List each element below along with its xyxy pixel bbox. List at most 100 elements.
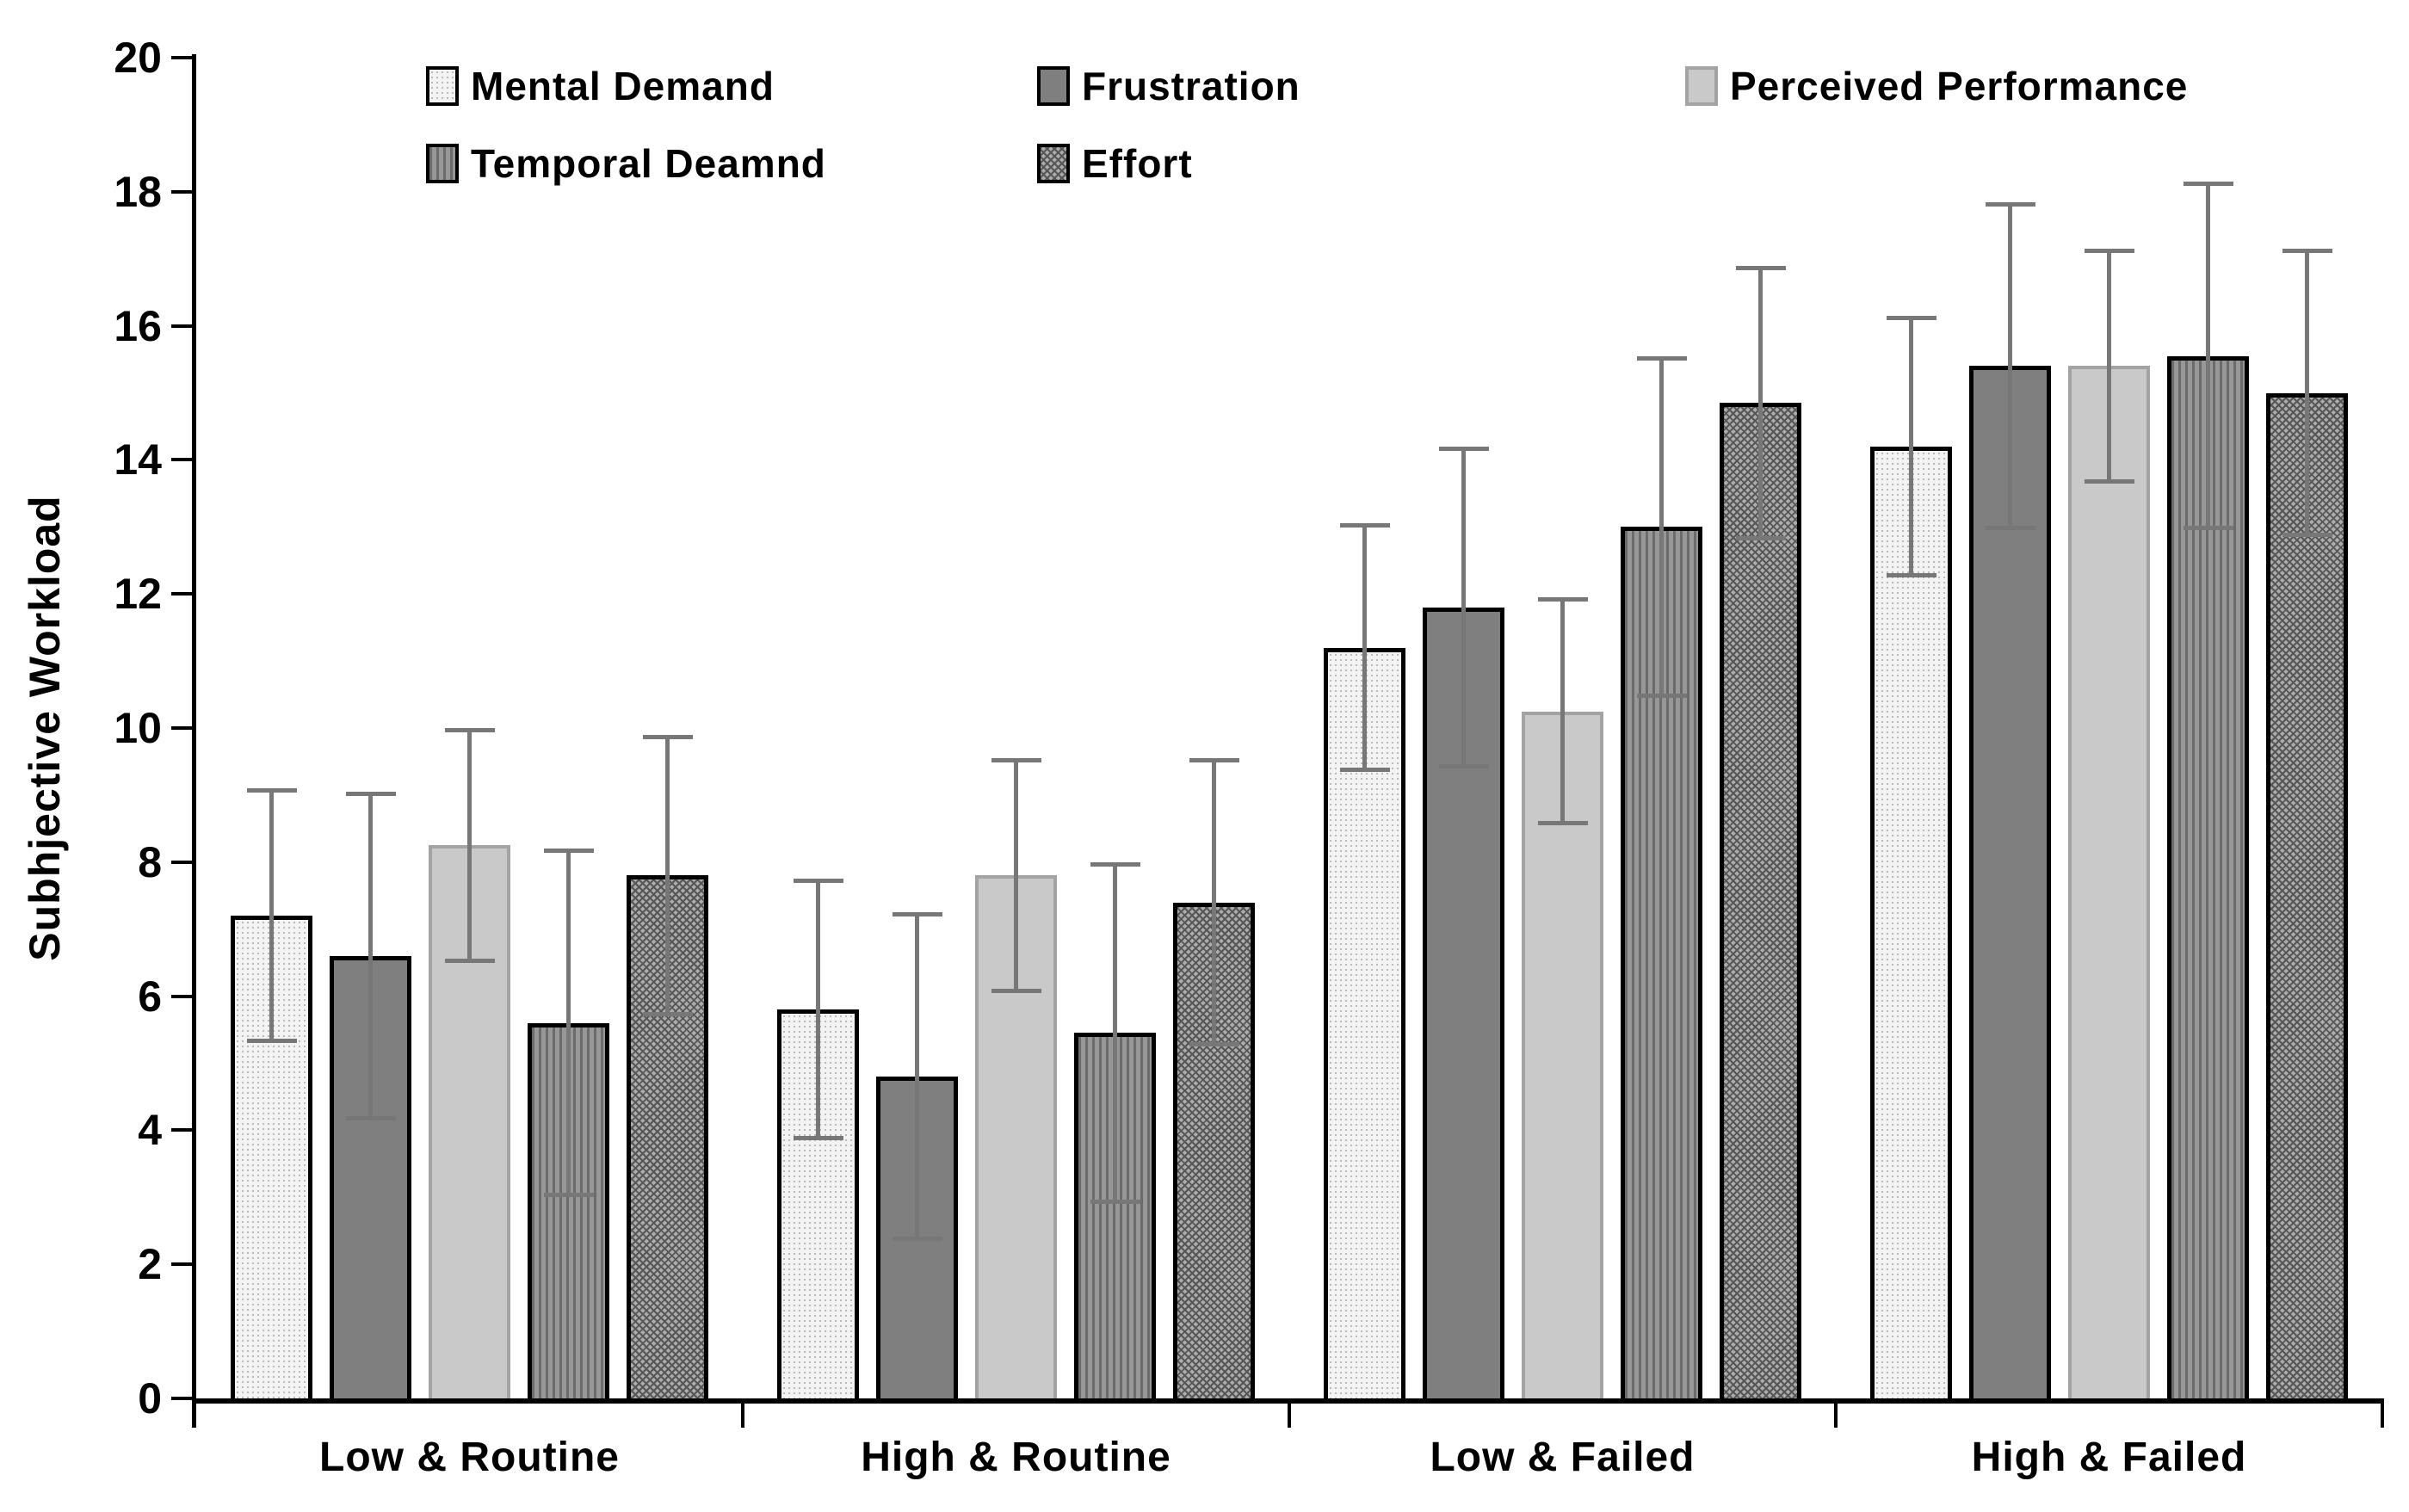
x-axis-tick — [1288, 1398, 1291, 1428]
y-tick-label: 8 — [138, 837, 162, 886]
error-bar-cap — [345, 792, 396, 797]
bar — [1720, 403, 1801, 1398]
error-bar — [642, 734, 693, 1016]
error-bar-stem — [2206, 182, 2210, 531]
legend-label: Frustration — [1082, 64, 1300, 108]
error-bar-cap — [1985, 201, 2035, 207]
error-bar-stem — [1362, 523, 1367, 772]
error-bar-cap — [2282, 249, 2332, 254]
y-axis-tick — [171, 189, 192, 194]
error-bar — [2282, 249, 2332, 537]
legend-swatch-icon — [1037, 144, 1070, 183]
error-bar — [892, 912, 942, 1241]
y-axis-tick — [171, 1262, 192, 1267]
error-bar-cap — [1886, 572, 1936, 577]
error-bar-stem — [1909, 315, 1913, 577]
y-tick-label: 18 — [114, 167, 162, 216]
y-axis-tick — [171, 458, 192, 462]
error-bar-cap — [1537, 820, 1588, 825]
y-tick-label: 2 — [138, 1240, 162, 1289]
error-bar — [543, 849, 594, 1198]
x-category-label: Low & Failed — [1430, 1435, 1696, 1480]
error-bar-cap — [2282, 533, 2332, 537]
error-bar-stem — [665, 734, 670, 1016]
error-bar-stem — [467, 728, 472, 963]
y-axis-tick — [171, 994, 192, 998]
bar — [2266, 392, 2348, 1398]
y-tick-label: 4 — [138, 1106, 162, 1155]
y-axis-tick — [171, 1397, 192, 1400]
bar — [231, 916, 312, 1398]
x-axis-tick — [1834, 1398, 1838, 1428]
x-category-label: High & Failed — [1971, 1435, 2247, 1480]
y-tick-label: 0 — [138, 1374, 162, 1423]
legend-item: Mental Demand — [426, 64, 775, 108]
error-bar — [345, 792, 396, 1120]
error-bar-cap — [2084, 478, 2134, 484]
error-bar-cap — [246, 1039, 297, 1044]
legend-swatch-icon — [1037, 66, 1070, 106]
y-tick-label: 12 — [114, 570, 162, 619]
error-bar-stem — [1461, 446, 1466, 768]
error-bar-cap — [642, 734, 693, 739]
bar — [627, 875, 708, 1398]
error-bar-cap — [1090, 1200, 1140, 1205]
error-bar-cap — [345, 1115, 396, 1120]
error-bar-cap — [1735, 535, 1786, 540]
error-bar — [2084, 249, 2134, 484]
x-category-label: Low & Routine — [319, 1435, 620, 1480]
legend-swatch-icon — [1685, 66, 1718, 106]
error-bar-cap — [1886, 315, 1936, 320]
error-bar-stem — [2008, 201, 2012, 531]
error-bar-stem — [1758, 265, 1763, 540]
error-bar-cap — [1189, 1042, 1239, 1047]
y-axis-line — [192, 54, 196, 1428]
bar — [1969, 366, 2051, 1398]
y-tick-label: 14 — [114, 435, 162, 484]
error-bar-cap — [1537, 597, 1588, 602]
error-bar — [1985, 201, 2035, 531]
error-bar-stem — [566, 849, 571, 1198]
error-bar — [2183, 182, 2233, 531]
y-tick-label: 16 — [114, 301, 162, 350]
error-bar-cap — [543, 849, 594, 854]
legend-swatch-icon — [426, 144, 459, 183]
error-bar — [1886, 315, 1936, 577]
error-bar — [1537, 597, 1588, 825]
y-tick-label: 10 — [114, 704, 162, 752]
legend-item: Temporal Deamnd — [426, 141, 826, 186]
y-axis-tick — [171, 726, 192, 730]
error-bar-cap — [444, 728, 495, 733]
error-bar-cap — [991, 988, 1041, 993]
error-bar-cap — [1985, 526, 2035, 531]
error-bar-stem — [1014, 758, 1018, 993]
error-bar-cap — [1438, 763, 1489, 768]
x-axis-tick — [2381, 1398, 2384, 1428]
error-bar-stem — [269, 788, 274, 1044]
bar — [1522, 711, 1603, 1398]
error-bar — [991, 758, 1041, 993]
error-bar-cap — [991, 758, 1041, 763]
error-bar-cap — [793, 879, 843, 884]
error-bar-cap — [1636, 693, 1687, 698]
y-axis-tick — [171, 324, 192, 328]
error-bar-stem — [1560, 597, 1565, 825]
error-bar-stem — [915, 912, 919, 1241]
error-bar-cap — [1339, 767, 1390, 772]
legend-item: Effort — [1037, 141, 1193, 186]
legend-label: Perceived Performance — [1730, 64, 2189, 108]
error-bar-cap — [1438, 446, 1489, 451]
error-bar-cap — [892, 912, 942, 917]
error-bar-stem — [2305, 249, 2309, 537]
error-bar-cap — [1339, 523, 1390, 528]
error-bar-cap — [444, 958, 495, 963]
error-bar-stem — [2107, 249, 2111, 484]
legend: Mental Demand Frustration Perceived Perfor… — [0, 0, 2409, 207]
error-bar-cap — [1189, 758, 1239, 763]
error-bar-cap — [2183, 182, 2233, 187]
error-bar-stem — [1659, 355, 1664, 698]
error-bar-cap — [2183, 526, 2233, 531]
error-bar — [1438, 446, 1489, 768]
bar — [1870, 446, 1952, 1398]
bar — [2068, 366, 2150, 1398]
